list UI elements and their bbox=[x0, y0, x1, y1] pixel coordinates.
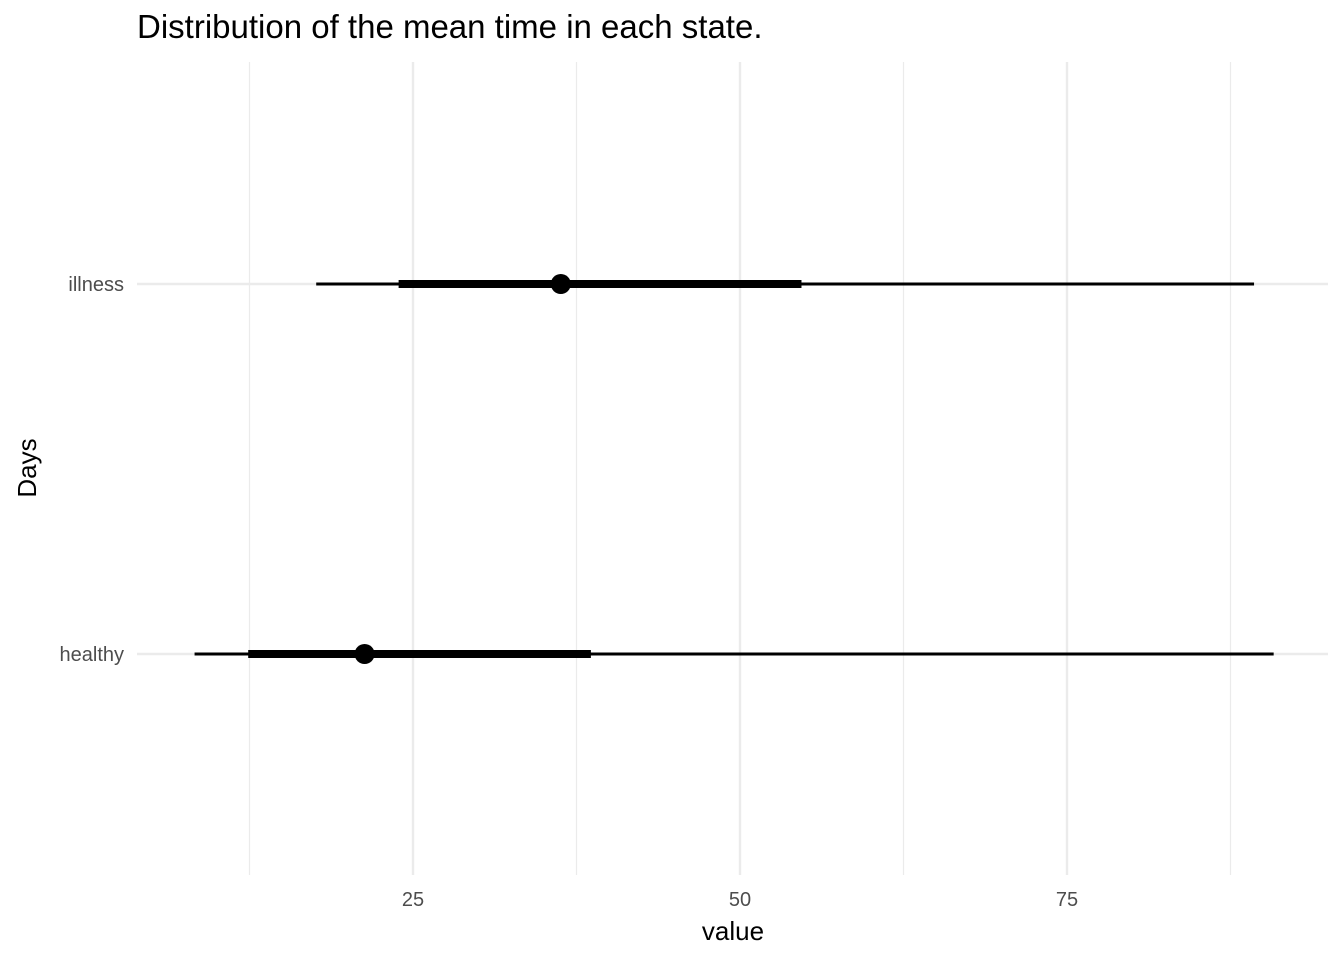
x-axis-title: value bbox=[702, 916, 764, 946]
y-axis-title: Days bbox=[12, 438, 42, 497]
y-tick-label-healthy: healthy bbox=[60, 644, 125, 666]
point-estimate-healthy bbox=[354, 644, 375, 664]
x-tick-labels: 25 50 75 bbox=[402, 889, 1078, 911]
point-estimate-illness bbox=[550, 274, 571, 294]
x-tick-label: 50 bbox=[729, 889, 751, 911]
grid-lines bbox=[137, 62, 1328, 875]
x-tick-label: 75 bbox=[1056, 889, 1078, 911]
interval-marks bbox=[194, 274, 1274, 664]
chart-title: Distribution of the mean time in each st… bbox=[137, 8, 763, 45]
y-tick-label-illness: illness bbox=[68, 274, 124, 296]
x-tick-label: 25 bbox=[402, 889, 424, 911]
y-tick-labels: healthy illness bbox=[60, 274, 125, 666]
